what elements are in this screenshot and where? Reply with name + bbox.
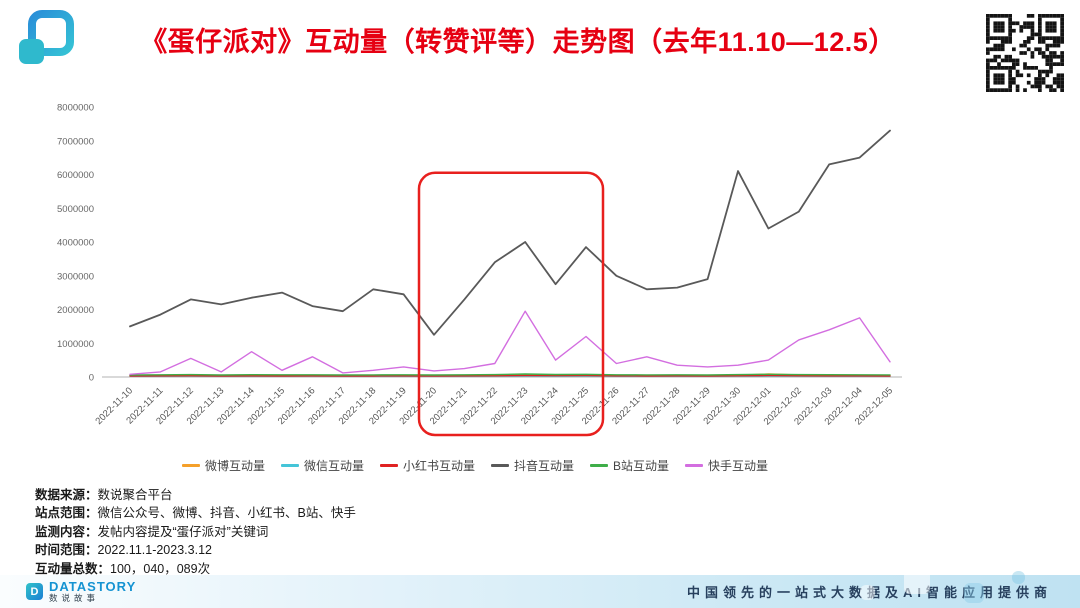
legend-label: 抖音互动量 [514, 459, 575, 473]
info-label: 互动量总数： [35, 561, 111, 576]
datastory-logo-icon: D [26, 583, 43, 600]
legend-swatch-icon [685, 464, 704, 467]
y-axis-label: 1000000 [57, 339, 94, 350]
legend-item: 微信互动量 [280, 457, 364, 474]
info-line: 互动量总数：100，040，089次 [35, 560, 356, 578]
info-value: 发帖内容提及“蛋仔派对”关键词 [97, 524, 269, 539]
info-line: 时间范围：2022.11.1-2023.3.12 [35, 541, 356, 559]
legend-swatch-icon [280, 464, 299, 467]
legend-swatch-icon [181, 464, 200, 467]
chart-legend: 微博互动量 微信互动量 小红书互动量 抖音互动量 B站互动量 快手互动量 [30, 457, 920, 474]
legend-item: 抖音互动量 [491, 457, 574, 474]
datastory-brand-name: DATASTORY [49, 579, 137, 595]
trend-chart: 0 1000000 2000000 3000000 4000000 5000000 6000… [30, 95, 920, 474]
legend-label: 微博互动量 [204, 459, 265, 473]
y-axis-label: 8000000 [57, 103, 94, 114]
legend-label: B站互动量 [613, 459, 670, 473]
slide-title: 《蛋仔派对》互动量（转赞评等）走势图（去年11.10—12.5） [140, 27, 896, 57]
series-line-抖音互动量 [129, 129, 891, 336]
info-label: 监测内容： [35, 524, 98, 539]
info-value: 数说聚合平台 [97, 488, 173, 502]
legend-swatch-icon [379, 464, 398, 467]
info-label: 时间范围： [35, 543, 98, 558]
qr-code-svg [986, 14, 1064, 92]
info-line: 数据来源：数说聚合平台 [35, 486, 356, 504]
info-value: 微信公众号、微博、抖音、小红书、B站、快手 [97, 506, 356, 521]
y-axis-label: 6000000 [57, 170, 94, 181]
legend-swatch-icon [590, 464, 609, 467]
brand-logo-icon [12, 8, 76, 72]
legend-item: B站互动量 [590, 457, 669, 474]
series-line-快手互动量 [129, 310, 891, 375]
y-axis-label: 5000000 [57, 204, 94, 215]
series-line-小红书互动量 [129, 374, 891, 377]
datastory-brand-sub: 数说故事 [49, 592, 100, 603]
legend-item: 快手互动量 [685, 457, 768, 474]
footer-bar: D DATASTORY 数说故事 中国领先的一站式大数据及AI智能应用提供商 [0, 568, 1080, 608]
legend-item: 微博互动量 [181, 457, 265, 474]
datastory-logo-text: DATASTORY 数说故事 [49, 580, 136, 603]
info-line: 监测内容：发帖内容提及“蛋仔派对”关键词 [35, 523, 356, 541]
info-value: 100，040，089次 [110, 561, 211, 576]
datastory-logo: D DATASTORY 数说故事 [26, 580, 136, 603]
legend-label: 快手互动量 [708, 459, 769, 473]
legend-item: 小红书互动量 [379, 457, 475, 474]
y-axis-label: 2000000 [57, 305, 94, 316]
y-axis-label: 3000000 [57, 271, 94, 282]
info-label: 数据来源： [35, 488, 98, 502]
annotation-box [417, 171, 605, 437]
y-axis-label: 7000000 [57, 136, 94, 147]
trend-chart-svg: 0 1000000 2000000 3000000 4000000 5000000 6000… [57, 103, 902, 437]
info-block: 数据来源：数说聚合平台 站点范围：微信公众号、微博、抖音、小红书、B站、快手 监测内… [35, 486, 356, 578]
legend-swatch-icon [491, 464, 509, 467]
legend-label: 小红书互动量 [402, 459, 475, 473]
footer-tagline: 中国领先的一站式大数据及AI智能应用提供商 [686, 585, 1052, 600]
series-line-B站互动量 [129, 373, 891, 376]
qr-code [986, 14, 1064, 92]
brand-logo-svg [19, 10, 74, 64]
y-axis-label: 0 [89, 373, 94, 384]
y-axis-label: 4000000 [57, 238, 94, 249]
legend-label: 微信互动量 [303, 459, 364, 473]
info-value: 2022.11.1-2023.3.12 [97, 543, 212, 558]
info-line: 站点范围：微信公众号、微博、抖音、小红书、B站、快手 [35, 504, 356, 522]
info-label: 站点范围： [35, 506, 98, 521]
